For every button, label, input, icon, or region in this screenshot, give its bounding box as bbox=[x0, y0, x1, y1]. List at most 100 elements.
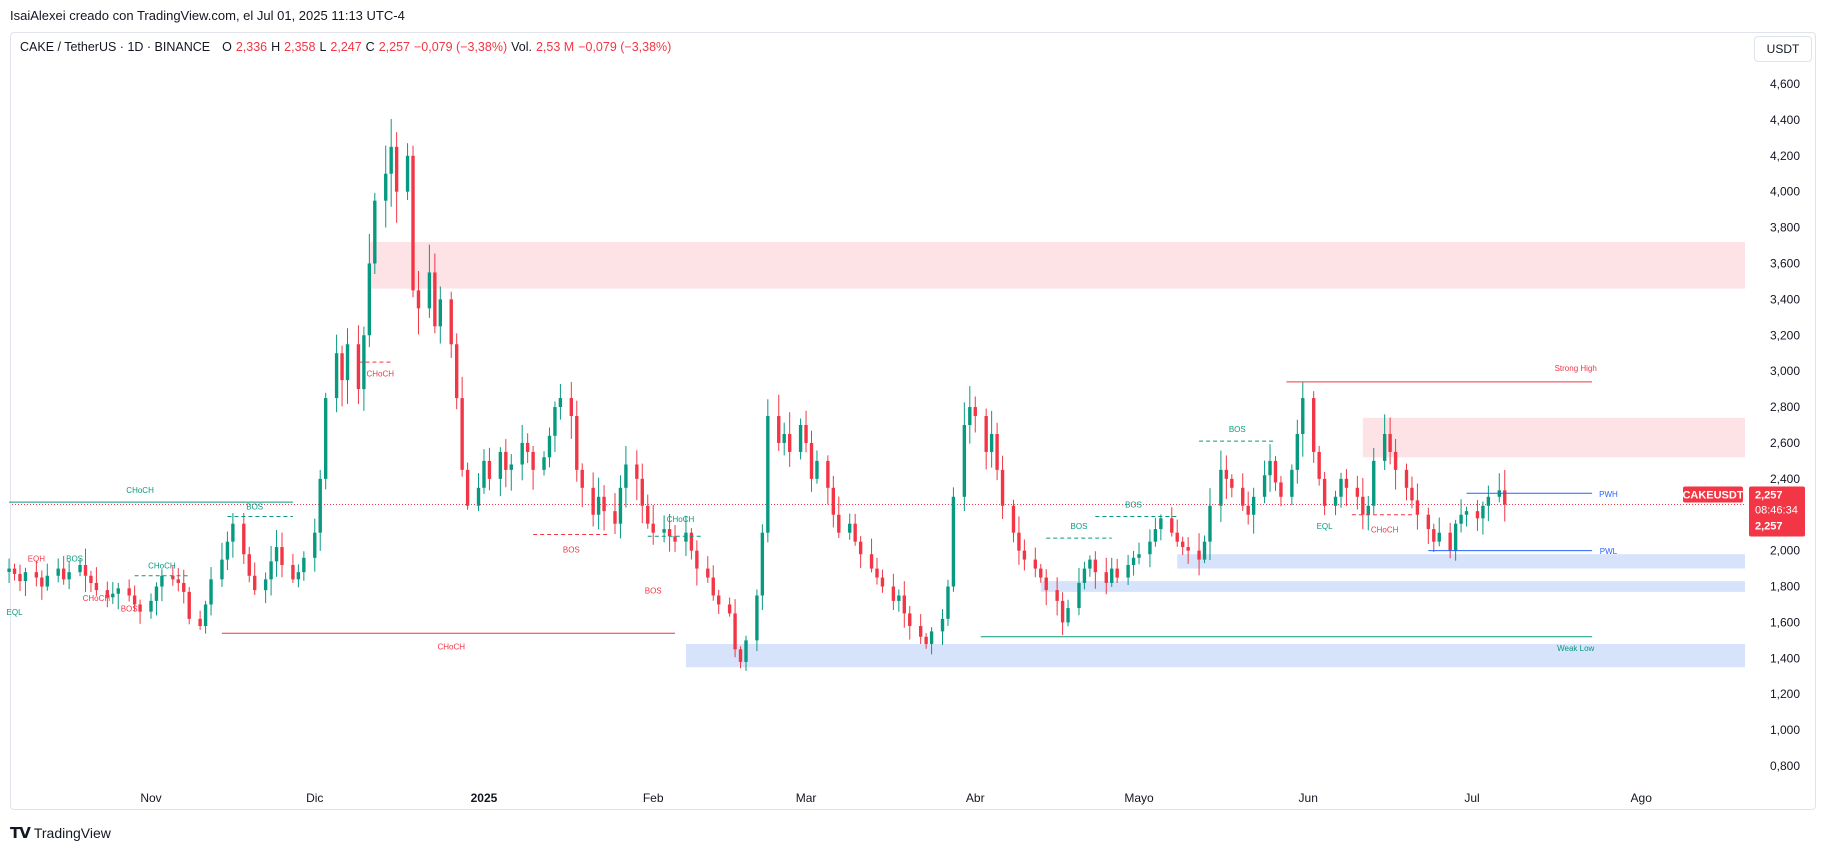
candle-body bbox=[280, 547, 284, 565]
candle-body bbox=[869, 554, 874, 569]
candle-body bbox=[717, 595, 721, 605]
candle bbox=[1388, 417, 1392, 465]
candle-body bbox=[1219, 469, 1223, 506]
candle-body bbox=[1448, 532, 1452, 551]
candle-body bbox=[45, 575, 49, 587]
candle bbox=[394, 132, 399, 223]
candle-body bbox=[269, 561, 273, 580]
candle bbox=[1459, 499, 1463, 533]
candle-body bbox=[427, 272, 432, 309]
candle-body bbox=[362, 335, 366, 390]
candle bbox=[416, 270, 421, 335]
candle bbox=[1344, 469, 1349, 506]
candle-body bbox=[1317, 451, 1321, 479]
candle-body bbox=[149, 600, 153, 612]
bos-label-6: BOS bbox=[645, 587, 662, 596]
candle bbox=[1000, 455, 1005, 519]
candle bbox=[591, 472, 595, 527]
candle bbox=[831, 475, 836, 528]
candle bbox=[1126, 554, 1130, 585]
candle bbox=[929, 627, 934, 655]
candle bbox=[253, 562, 257, 595]
candle-body bbox=[334, 353, 339, 399]
candle bbox=[356, 325, 361, 405]
candle bbox=[706, 556, 710, 583]
candle-body bbox=[1344, 478, 1349, 488]
price-tag-value-2: 2,257 bbox=[1755, 521, 1783, 533]
candle-body bbox=[946, 586, 950, 619]
candle bbox=[1448, 522, 1452, 559]
candle-body bbox=[416, 290, 421, 309]
candle bbox=[1317, 445, 1321, 486]
candle bbox=[1159, 514, 1163, 541]
candle bbox=[296, 564, 301, 588]
candle bbox=[427, 244, 432, 318]
candle-body bbox=[1033, 559, 1037, 569]
y-tick-label: 4,000 bbox=[1770, 185, 1800, 199]
candle-body bbox=[296, 572, 301, 580]
candle-body bbox=[1066, 608, 1070, 623]
candle-body bbox=[313, 532, 317, 558]
candle bbox=[1241, 473, 1245, 511]
y-tick-label: 3,200 bbox=[1770, 328, 1800, 342]
candle-body bbox=[220, 559, 224, 580]
candle-body bbox=[247, 554, 251, 576]
candle bbox=[187, 587, 191, 625]
candle-body bbox=[263, 579, 268, 591]
candle-body bbox=[558, 398, 563, 408]
candle-body bbox=[40, 577, 44, 587]
zone-3 bbox=[1040, 581, 1745, 592]
candle bbox=[105, 581, 110, 608]
candle bbox=[662, 515, 666, 543]
volume-label: Vol. bbox=[511, 40, 532, 54]
candle bbox=[1262, 460, 1267, 504]
candle-body bbox=[1503, 490, 1507, 505]
candle bbox=[744, 635, 748, 671]
candle bbox=[695, 540, 699, 586]
candle-body bbox=[858, 541, 863, 555]
candle-body bbox=[116, 588, 120, 594]
symbol-label[interactable]: CAKE / TetherUS · 1D · BINANCE bbox=[20, 40, 211, 54]
candle-body bbox=[760, 532, 765, 596]
candle bbox=[760, 524, 765, 611]
candle-body bbox=[1262, 475, 1267, 497]
candle-body bbox=[798, 425, 803, 452]
candle-body bbox=[1273, 460, 1278, 483]
candle-body bbox=[1175, 532, 1179, 542]
x-tick-label: Feb bbox=[643, 791, 664, 805]
candle-body bbox=[411, 155, 415, 291]
candle bbox=[1039, 563, 1043, 583]
candle-body bbox=[1039, 568, 1043, 578]
candle-body bbox=[1481, 505, 1485, 519]
candle-body bbox=[394, 146, 399, 192]
candle-body bbox=[198, 618, 202, 627]
candle-body bbox=[111, 593, 115, 598]
candle bbox=[334, 334, 339, 413]
chart-caption: IsaiAlexei creado con TradingView.com, e… bbox=[10, 8, 405, 23]
x-tick-label: Dic bbox=[306, 791, 323, 805]
candle-body bbox=[804, 425, 808, 443]
candle-body bbox=[482, 460, 486, 488]
candle-body bbox=[160, 575, 164, 587]
candle bbox=[1077, 568, 1081, 616]
candle bbox=[798, 418, 803, 460]
currency-unit-button[interactable]: USDT bbox=[1754, 36, 1812, 62]
x-tick-label: Abr bbox=[966, 791, 985, 805]
y-tick-label: 3,000 bbox=[1770, 364, 1800, 378]
candle bbox=[1464, 506, 1469, 527]
candle bbox=[45, 563, 49, 591]
zone-4 bbox=[685, 643, 1745, 668]
candle-body bbox=[1382, 433, 1387, 461]
candle-body bbox=[875, 568, 879, 578]
candle bbox=[23, 567, 28, 596]
candle-body bbox=[1115, 568, 1119, 578]
candle bbox=[78, 559, 82, 577]
candle-body bbox=[1410, 487, 1414, 501]
candle-body bbox=[777, 416, 781, 443]
choch-label-green: CHoCH bbox=[126, 486, 154, 495]
choch-label-10: CHoCH bbox=[1371, 526, 1399, 535]
candle bbox=[498, 447, 503, 497]
candle-body bbox=[253, 575, 257, 591]
candle-body bbox=[56, 568, 60, 576]
